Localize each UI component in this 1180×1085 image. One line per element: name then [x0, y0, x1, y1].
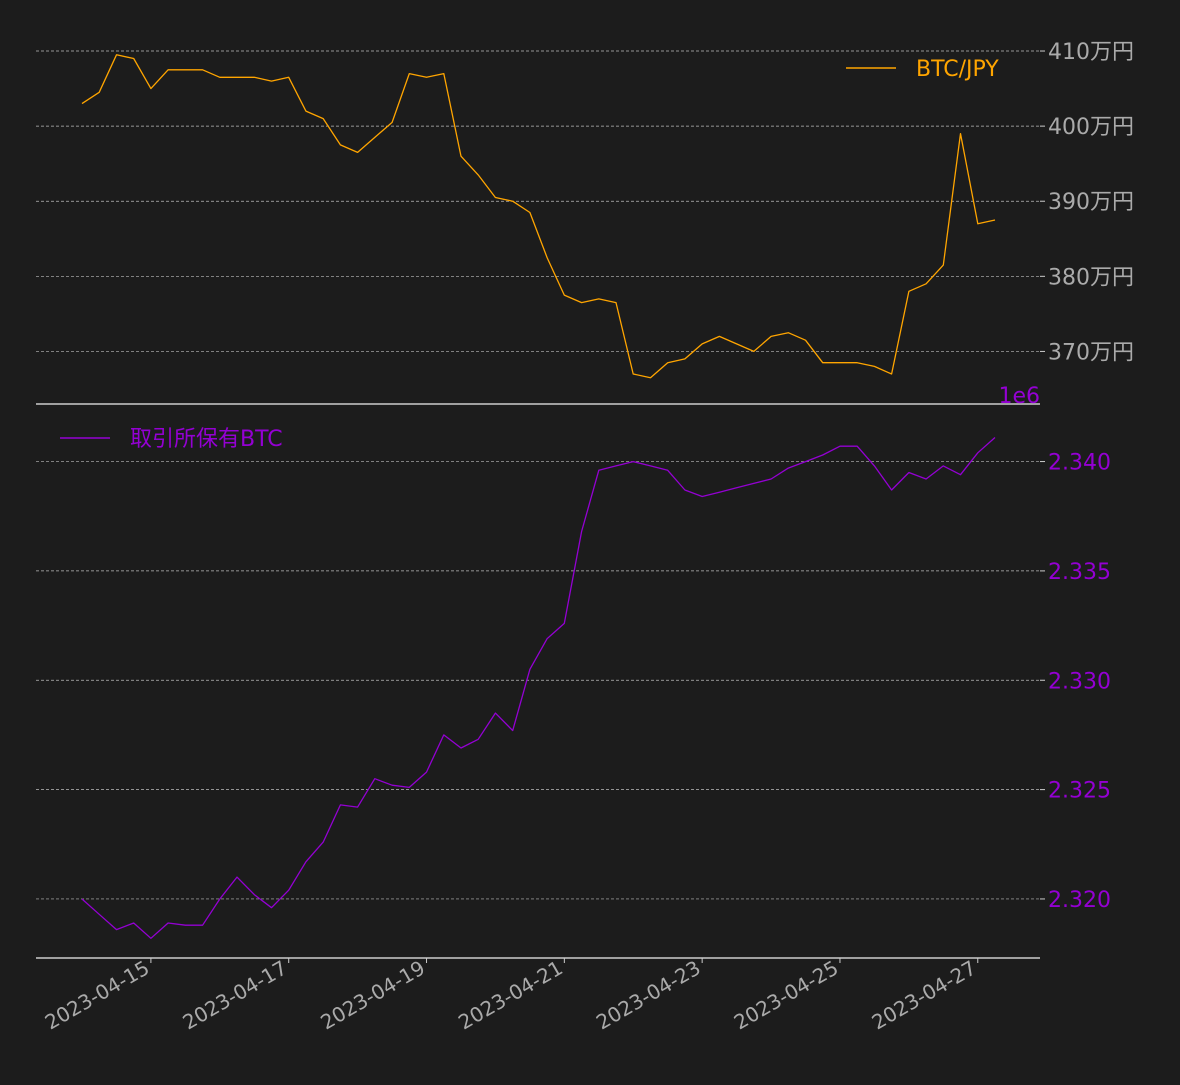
y-tick-label-0-2: 390万円: [1048, 190, 1134, 215]
x-tick-label-3: 2023-04-21: [454, 956, 567, 1035]
x-tick-label-4: 2023-04-23: [592, 956, 705, 1035]
x-tick-label-2: 2023-04-19: [316, 956, 429, 1035]
y-tick-label-1-2: 2.330: [1048, 669, 1111, 694]
y-tick-label-0-0: 410万円: [1048, 40, 1134, 65]
legend-label-1: 取引所保有BTC: [130, 427, 283, 452]
x-tick-label-5: 2023-04-25: [730, 956, 843, 1035]
axis-offset-label: 1e6: [998, 384, 1040, 409]
y-tick-label-1-3: 2.325: [1048, 779, 1111, 804]
y-tick-label-1-4: 2.320: [1048, 888, 1111, 913]
y-tick-label-0-1: 400万円: [1048, 115, 1134, 140]
y-tick-label-1-0: 2.340: [1048, 451, 1111, 476]
y-tick-label-0-4: 370万円: [1048, 340, 1134, 365]
y-tick-label-1-1: 2.335: [1048, 560, 1111, 585]
legend-label-0: BTC/JPY: [916, 57, 999, 82]
series-line-exchange-btc: [81, 437, 996, 939]
series-line-btc-jpy: [81, 54, 996, 379]
x-tick-label-1: 2023-04-17: [179, 956, 292, 1035]
x-tick-label-6: 2023-04-27: [868, 956, 981, 1035]
x-tick-label-0: 2023-04-15: [41, 956, 154, 1035]
y-tick-label-0-3: 380万円: [1048, 265, 1134, 290]
